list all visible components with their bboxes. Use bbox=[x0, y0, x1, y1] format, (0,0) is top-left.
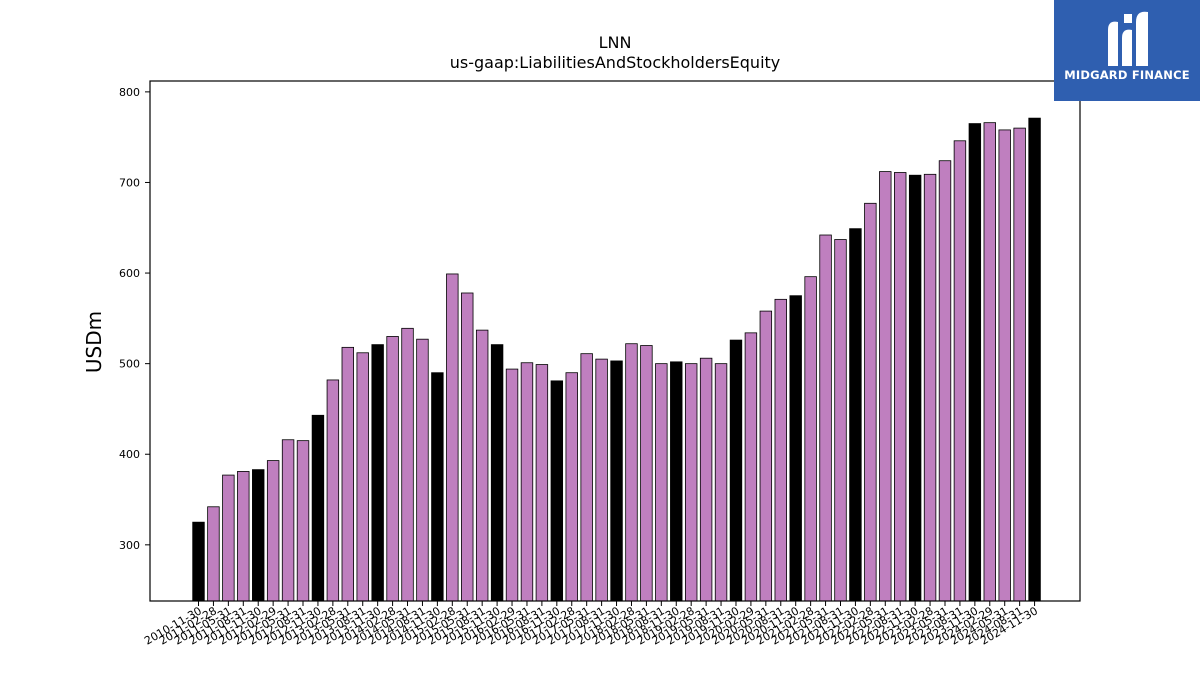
bar-2014-08-31 bbox=[416, 338, 429, 602]
bar-2011-05-31 bbox=[222, 474, 235, 602]
y-tick-label: 800 bbox=[119, 86, 140, 99]
bar-2021-05-31 bbox=[819, 234, 832, 602]
bar-2021-02-28 bbox=[804, 276, 817, 602]
bar-2012-05-31 bbox=[281, 439, 295, 602]
plot-frame bbox=[149, 80, 1081, 602]
bar-2024-05-31 bbox=[998, 129, 1011, 602]
y-axis: 300 400 500 600 700 800 bbox=[119, 86, 150, 552]
bar-2019-05-31 bbox=[699, 357, 713, 602]
bar-2024-11-30 bbox=[1028, 117, 1041, 602]
bar-2012-08-31 bbox=[296, 440, 310, 602]
bar-2015-02-28 bbox=[446, 273, 459, 602]
y-tick-label: 600 bbox=[119, 267, 140, 280]
bar-series bbox=[192, 117, 1041, 602]
bar-2014-11-30 bbox=[431, 372, 444, 602]
bar-2012-02-29 bbox=[266, 460, 280, 602]
bar-2023-08-31 bbox=[953, 140, 967, 602]
bar-2018-05-31 bbox=[640, 345, 653, 602]
bar-2013-08-31 bbox=[356, 352, 369, 602]
bar-2018-02-28 bbox=[625, 343, 638, 602]
bar-2020-08-31 bbox=[774, 298, 787, 602]
bar-2011-08-31 bbox=[237, 471, 250, 602]
y-tick-label: 700 bbox=[119, 176, 140, 189]
bar-2019-11-30 bbox=[729, 339, 743, 602]
bar-2024-08-31 bbox=[1013, 127, 1026, 602]
bar-2020-05-31 bbox=[759, 310, 773, 602]
bar-2018-11-30 bbox=[670, 361, 683, 602]
bar-2019-02-28 bbox=[684, 363, 698, 602]
bar-2016-05-31 bbox=[520, 362, 534, 602]
bar-2022-05-31 bbox=[879, 171, 892, 602]
bar-2024-02-29 bbox=[983, 122, 996, 602]
bar-2020-11-30 bbox=[789, 295, 802, 602]
bar-2021-08-31 bbox=[834, 239, 847, 602]
bar-2022-11-30 bbox=[908, 174, 922, 602]
bar-2011-11-30 bbox=[252, 469, 265, 602]
bar-2023-11-30 bbox=[968, 123, 982, 602]
bar-2021-11-30 bbox=[849, 228, 862, 602]
bar-2018-08-31 bbox=[655, 363, 668, 602]
bar-2015-08-31 bbox=[475, 329, 489, 602]
bar-2015-05-31 bbox=[461, 292, 474, 602]
y-tick-label: 500 bbox=[119, 358, 140, 371]
bar-2015-11-30 bbox=[490, 344, 504, 602]
y-tick-label: 300 bbox=[119, 539, 140, 552]
bar-2017-11-30 bbox=[610, 360, 623, 602]
bar-2016-08-31 bbox=[535, 364, 549, 602]
bar-2011-02-28 bbox=[207, 506, 220, 602]
bar-2013-02-28 bbox=[326, 379, 340, 602]
bar-2016-11-30 bbox=[550, 380, 564, 602]
bar-2022-02-28 bbox=[864, 202, 877, 602]
bar-2014-02-28 bbox=[386, 336, 399, 602]
bar-2012-11-30 bbox=[311, 414, 325, 602]
bar-2023-05-31 bbox=[938, 160, 952, 602]
bar-2020-02-29 bbox=[744, 332, 758, 602]
chart-subtitle: us-gaap:LiabilitiesAndStockholdersEquity bbox=[450, 53, 781, 72]
bar-2019-08-31 bbox=[714, 363, 728, 602]
midgard-logo-icon bbox=[1108, 11, 1148, 66]
y-tick-label: 400 bbox=[119, 448, 140, 461]
bar-2017-02-28 bbox=[565, 372, 578, 602]
bar-2013-05-31 bbox=[341, 346, 355, 602]
bar-2017-08-31 bbox=[595, 358, 608, 602]
bar-2014-05-31 bbox=[401, 327, 414, 602]
brand-name: MIDGARD FINANCE bbox=[1064, 68, 1190, 82]
bar-2010-11-30 bbox=[192, 521, 205, 602]
bar-2013-11-30 bbox=[371, 344, 384, 602]
x-axis: 2010-11-302011-02-282011-05-312011-08-31… bbox=[142, 601, 1040, 648]
bar-2017-05-31 bbox=[580, 353, 593, 602]
bar-2016-02-29 bbox=[505, 368, 519, 602]
bar-2023-02-28 bbox=[923, 173, 937, 602]
brand-logo: MIDGARD FINANCE bbox=[1054, 0, 1200, 101]
bar-2022-08-31 bbox=[894, 172, 907, 602]
y-axis-label: USDm bbox=[82, 311, 106, 373]
chart-title: LNN bbox=[599, 33, 632, 52]
